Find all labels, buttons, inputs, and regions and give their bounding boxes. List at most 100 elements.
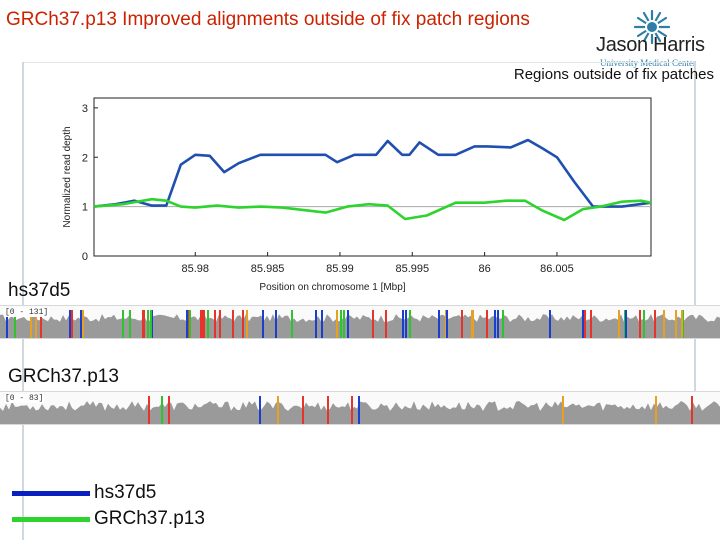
hs37d5-variant-mark: [343, 310, 345, 338]
x-tick-label: 86: [478, 263, 490, 275]
hs37d5-variant-mark: [232, 310, 234, 338]
grch37-variant-mark: [277, 396, 279, 424]
logo-name: Jason Harris: [596, 34, 705, 56]
hs37d5-variant-mark: [340, 310, 342, 338]
legend-swatch-grch37: [12, 517, 90, 522]
university-logo: Jason Harris University Medical Center: [596, 10, 718, 68]
hs37d5-variant-mark: [6, 310, 8, 338]
chart-subtitle: Regions outside of fix patches: [513, 66, 714, 83]
grch37-variant-mark: [351, 396, 353, 424]
hs37d5-variant-mark: [405, 310, 407, 338]
hs37d5-variant-mark: [291, 310, 293, 338]
hs37d5-variant-mark: [675, 310, 677, 338]
slide-frame-top: [22, 62, 694, 63]
series-line-grch37: [93, 197, 652, 222]
hs37d5-variant-mark: [82, 310, 84, 338]
hs37d5-variant-mark: [35, 310, 37, 338]
hs37d5-variant-mark: [207, 310, 209, 338]
grch37-variant-mark: [562, 396, 564, 424]
hs37d5-variant-mark: [446, 310, 448, 338]
y-axis-label: Normalized read depth: [62, 126, 73, 227]
y-tick-label: 1: [82, 202, 88, 214]
grch37-variant-mark: [691, 396, 693, 424]
legend-label-grch37: GRCh37.p13: [94, 508, 205, 529]
hs37d5-variant-mark: [122, 310, 124, 338]
slide-title: GRCh37.p13 Improved alignments outside o…: [6, 9, 530, 30]
hs37d5-variant-mark: [347, 310, 349, 338]
x-tick-label: 85.995: [395, 263, 429, 275]
hs37d5-variant-mark: [80, 310, 82, 338]
hs37d5-variant-mark: [471, 310, 473, 338]
series-line-hs37d5: [93, 138, 652, 208]
track-range-grch37: [0 - 83]: [4, 394, 45, 403]
hs37d5-variant-mark: [584, 310, 586, 338]
track-label-grch37: GRCh37.p13: [8, 366, 119, 387]
grch37-variant-mark: [259, 396, 261, 424]
hs37d5-variant-mark: [214, 310, 216, 338]
hs37d5-variant-mark: [438, 310, 440, 338]
hs37d5-variant-mark: [461, 310, 463, 338]
hs37d5-variant-mark: [486, 310, 488, 338]
hs37d5-coverage: [0, 314, 720, 338]
hs37d5-variant-mark: [71, 310, 73, 338]
coverage-track-grch37: [0 - 83]: [0, 391, 720, 425]
hs37d5-variant-mark: [590, 310, 592, 338]
hs37d5-variant-mark: [143, 310, 145, 338]
slide-frame-left: [22, 62, 24, 540]
hs37d5-variant-mark: [372, 310, 374, 338]
hs37d5-variant-mark: [40, 310, 42, 338]
hs37d5-variant-mark: [147, 310, 149, 338]
hs37d5-variant-mark: [639, 310, 641, 338]
legend-label-hs37d5: hs37d5: [94, 482, 157, 503]
hs37d5-variant-mark: [582, 310, 584, 338]
legend-swatch-hs37d5: [12, 491, 90, 496]
x-tick-label: 85.985: [251, 263, 285, 275]
hs37d5-variant-mark: [315, 310, 317, 338]
track-range-hs37d5: [0 - 131]: [4, 308, 50, 317]
hs37d5-variant-mark: [336, 310, 338, 338]
grch37-variant-mark: [327, 396, 329, 424]
hs37d5-variant-mark: [409, 310, 411, 338]
hs37d5-variant-mark: [129, 310, 131, 338]
y-tick-label: 2: [82, 152, 88, 164]
hs37d5-variant-mark: [402, 310, 404, 338]
hs37d5-variant-mark: [385, 310, 387, 338]
hs37d5-variant-mark: [246, 310, 248, 338]
grch37-variant-mark: [148, 396, 150, 424]
coverage-histogram-grch37: [0, 396, 720, 424]
hs37d5-variant-mark: [30, 310, 32, 338]
track-label-hs37d5: hs37d5: [8, 280, 71, 301]
grch37-variant-mark: [302, 396, 304, 424]
hs37d5-variant-mark: [150, 310, 152, 338]
hs37d5-variant-mark: [275, 310, 277, 338]
x-tick-label: 86.005: [540, 263, 574, 275]
coverage-track-hs37d5: [0 - 131]: [0, 305, 720, 339]
plot-area: [93, 97, 652, 257]
grch37-variant-mark: [655, 396, 657, 424]
grch37-variant-mark: [161, 396, 163, 424]
hs37d5-variant-mark: [681, 310, 683, 338]
hs37d5-variant-mark: [497, 310, 499, 338]
hs37d5-variant-mark: [200, 310, 202, 338]
hs37d5-variant-mark: [202, 310, 204, 338]
y-tick-label: 0: [82, 251, 88, 263]
hs37d5-variant-mark: [494, 310, 496, 338]
grch37-variant-mark: [168, 396, 170, 424]
hs37d5-variant-mark: [242, 310, 244, 338]
grch37-variant-mark: [358, 396, 360, 424]
hs37d5-variant-mark: [321, 310, 323, 338]
hs37d5-variant-mark: [654, 310, 656, 338]
hs37d5-variant-mark: [502, 310, 504, 338]
hs37d5-variant-mark: [663, 310, 665, 338]
hs37d5-variant-mark: [69, 310, 71, 338]
hs37d5-variant-mark: [14, 310, 16, 338]
logo-subtitle: University Medical Center: [600, 58, 696, 68]
hs37d5-variant-mark: [549, 310, 551, 338]
hs37d5-variant-mark: [618, 310, 620, 338]
hs37d5-variant-mark: [186, 310, 188, 338]
hs37d5-variant-mark: [643, 310, 645, 338]
coverage-histogram-hs37d5: [0, 310, 720, 338]
y-tick-label: 3: [82, 103, 88, 115]
x-tick-label: 85.98: [182, 263, 210, 275]
x-axis-label: Position on chromosome 1 [Mbp]: [259, 282, 405, 293]
